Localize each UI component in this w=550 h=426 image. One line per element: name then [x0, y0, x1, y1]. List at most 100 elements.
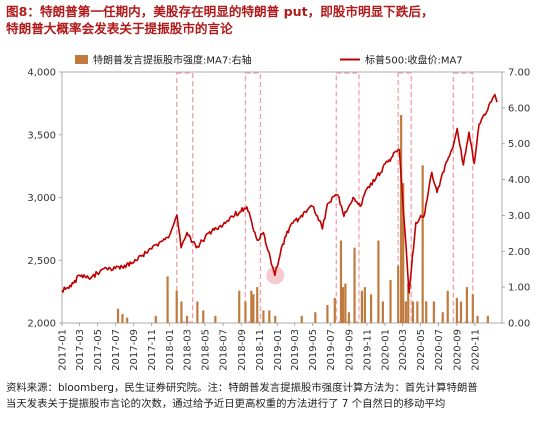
bar-38 [404, 301, 407, 323]
highlight-box-2 [244, 72, 262, 323]
axes [59, 71, 505, 326]
bar-series [116, 115, 489, 324]
bar-11 [214, 315, 217, 323]
x-axis-tick-label: 2018-07 [219, 329, 230, 371]
bar-5 [166, 276, 169, 323]
bar-46 [446, 290, 449, 323]
right-axis-tick-label: 6.00 [508, 103, 530, 114]
bar-9 [196, 301, 199, 323]
x-axis-tick-label: 2019-07 [326, 329, 337, 371]
bar-49 [465, 287, 469, 323]
bar-30 [363, 287, 366, 323]
bar-42 [421, 165, 424, 323]
x-axis-tick-label: 2017-11 [147, 329, 158, 371]
x-axis-tick-label: 2018-05 [201, 329, 212, 371]
bar-16 [256, 287, 259, 323]
title-line-2: 特朗普大概率会发表关于提振股市的言论 [6, 21, 233, 36]
left-axis-tick-label: 4,000 [27, 68, 56, 79]
highlight-box-1 [176, 72, 194, 323]
x-axis-tick-label: 2019-09 [344, 329, 355, 371]
bar-10 [202, 310, 205, 323]
bar-15 [252, 294, 255, 323]
x-axis-tick-label: 2019-01 [273, 329, 284, 371]
x-axis-tick-label: 2017-07 [111, 329, 122, 371]
bar-34 [389, 279, 392, 323]
bar-12 [238, 290, 241, 323]
bar-41 [416, 301, 419, 323]
bar-50 [471, 294, 474, 323]
left-axis-tick-label: 2,000 [27, 319, 56, 330]
bar-51 [476, 315, 479, 323]
bar-4 [154, 315, 157, 323]
x-axis-tick-label: 2020-05 [416, 329, 427, 371]
sp500-line [61, 93, 498, 294]
left-axis-tick-label: 3,500 [27, 130, 56, 141]
right-axis-tick-label: 7.00 [508, 68, 530, 79]
bar-21 [314, 312, 317, 323]
highlight-boxes [176, 72, 474, 323]
bar-48 [459, 301, 463, 323]
chart-title: 图8：特朗普第一任期内，美股存在明显的特朗普 put，即股市明显下跌后， 特朗普… [6, 3, 546, 37]
x-axis-tick-label: 2017-03 [75, 329, 86, 371]
footer-line-2: 当天发表关于提振股市言论的次数，通过给予近日更高权重的方法进行了 7 个自然日的… [6, 398, 446, 410]
bar-36 [400, 115, 403, 324]
bar-29 [360, 290, 364, 323]
bar-20 [300, 315, 303, 323]
bar-14 [250, 290, 253, 323]
title-line-1: 图8：特朗普第一任期内，美股存在明显的特朗普 put，即股市明显下跌后， [6, 4, 434, 19]
left-axis-tick-label: 2,500 [27, 256, 56, 267]
bar-47 [455, 297, 458, 323]
bar-44 [432, 301, 435, 323]
x-axis-tick-label: 2020-09 [452, 329, 463, 371]
plot-frame [61, 71, 503, 324]
bar-7 [180, 301, 183, 323]
right-axis-tick-label: 3.00 [508, 211, 530, 222]
x-axis-tick-label: 2018-09 [237, 329, 248, 371]
x-axis-tick-label: 2020-03 [398, 329, 409, 371]
bar-19 [274, 315, 277, 323]
bar-3 [126, 317, 129, 323]
bar-26 [344, 283, 347, 323]
left-axis-tick-label: 3,000 [27, 193, 56, 204]
legend: 特朗普发言提振股市强度:MA7:右轴 标普500:收盘价:MA7 [75, 54, 463, 67]
x-axis-tick-label: 2019-11 [362, 329, 373, 371]
right-axis-tick-label: 5.00 [508, 139, 530, 150]
bar-33 [381, 301, 384, 323]
x-axis-tick-label: 2018-11 [255, 329, 266, 371]
bar-27 [347, 312, 351, 323]
bar-43 [425, 301, 428, 323]
right-axis-tick-label: 2.00 [508, 247, 530, 258]
bar-31 [369, 294, 373, 323]
x-axis-tick-label: 2017-09 [129, 329, 140, 371]
x-axis-tick-label: 2020-01 [380, 329, 391, 371]
legend-bar-swatch [75, 55, 88, 64]
x-axis-tick-label: 2017-01 [58, 329, 69, 371]
bar-23 [333, 297, 336, 323]
tick-labels: 2,000 2,500 3,000 3,500 4,000 0.00 1.00 2.00 3.0… [27, 68, 530, 371]
highlight-box-5 [452, 72, 474, 323]
bar-39 [407, 283, 410, 323]
legend-line-label: 标普500:收盘价:MA7 [365, 54, 463, 67]
x-axis-tick-label: 2020-11 [470, 329, 481, 371]
x-axis-tick-label: 2019-03 [290, 329, 301, 371]
bar-32 [377, 240, 380, 323]
bar-18 [268, 310, 271, 323]
right-axis-tick-label: 4.00 [508, 175, 530, 186]
x-axis-tick-label: 2017-05 [93, 329, 104, 371]
footer-note: 资料来源：bloomberg，民生证券研究院。注：特朗普发言提振股市强度计算方法… [6, 380, 546, 412]
footer-line-1: 资料来源：bloomberg，民生证券研究院。注：特朗普发言提振股市强度计算方法… [6, 382, 478, 394]
right-axis-tick-label: 1.00 [508, 283, 530, 294]
bar-35 [397, 265, 400, 323]
highlight-box-3 [335, 72, 360, 323]
bar-22 [326, 305, 329, 323]
bar-13 [244, 301, 247, 323]
bar-45 [441, 312, 444, 323]
bar-24 [339, 240, 343, 323]
bar-37 [402, 183, 405, 323]
bar-25 [341, 287, 345, 323]
bar-28 [353, 247, 356, 323]
line-series [61, 93, 498, 294]
highlight-box-4 [397, 72, 412, 323]
bar-1 [116, 308, 120, 323]
